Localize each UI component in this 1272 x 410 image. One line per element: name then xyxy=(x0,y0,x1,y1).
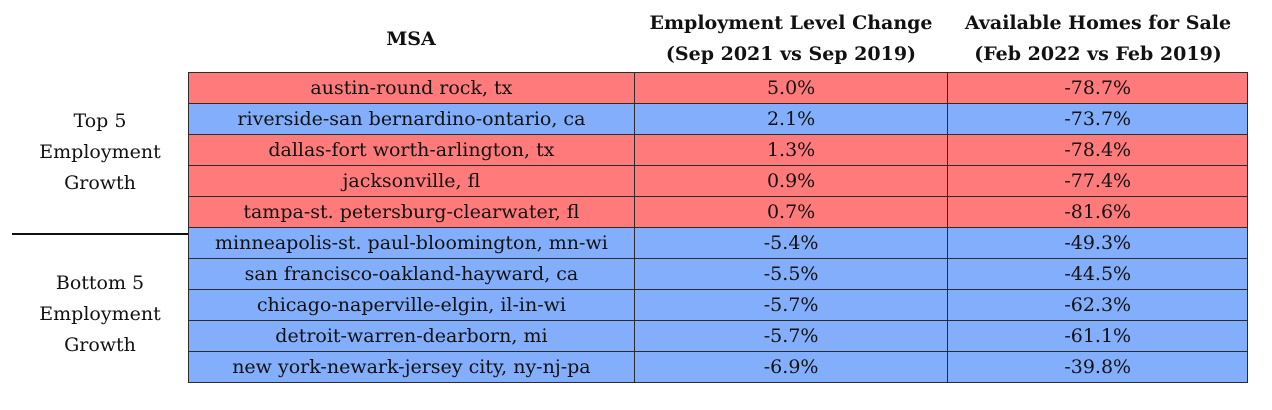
table-header: MSA Employment Level Change (Sep 2021 vs… xyxy=(12,6,1248,72)
cell-employment-change: -5.4% xyxy=(633,227,949,259)
header-homes-for-sale: Available Homes for Sale (Feb 2022 vs Fe… xyxy=(964,12,1232,65)
data-grid: austin-round rock, tx 5.0% -78.7% riverside… xyxy=(188,72,1248,383)
table-row: minneapolis-st. paul-bloomington, mn-wi -… xyxy=(188,227,1248,259)
group-divider xyxy=(12,233,188,235)
group-label-bottom: Bottom 5 Employment Growth xyxy=(12,234,188,395)
cell-employment-change: -5.7% xyxy=(633,320,949,352)
cell-msa: riverside-san bernardino-ontario, ca xyxy=(188,103,635,135)
group-label-top: Top 5 Employment Growth xyxy=(12,72,188,233)
table-row: detroit-warren-dearborn, mi -5.7% -61.1% xyxy=(188,320,1248,352)
group-label-top-text: Top 5 Employment Growth xyxy=(39,110,161,194)
table-row: tampa-st. petersburg-clearwater, fl 0.7% -… xyxy=(188,196,1248,228)
cell-homes-change: -77.4% xyxy=(947,165,1248,197)
cell-msa: san francisco-oakland-hayward, ca xyxy=(188,258,635,290)
cell-homes-change: -62.3% xyxy=(947,289,1248,321)
cell-homes-change: -78.7% xyxy=(947,72,1248,104)
cell-homes-change: -61.1% xyxy=(947,320,1248,352)
cell-homes-change: -81.6% xyxy=(947,196,1248,228)
cell-homes-change: -39.8% xyxy=(947,351,1248,383)
cell-homes-change: -73.7% xyxy=(947,103,1248,135)
cell-msa: chicago-naperville-elgin, il-in-wi xyxy=(188,289,635,321)
cell-employment-change: -5.7% xyxy=(633,289,949,321)
cell-employment-change: 2.1% xyxy=(633,103,949,135)
group-label-bottom-text: Bottom 5 Employment Growth xyxy=(39,272,161,356)
cell-employment-change: -5.5% xyxy=(633,258,949,290)
cell-employment-change: 0.7% xyxy=(633,196,949,228)
cell-homes-change: -78.4% xyxy=(947,134,1248,166)
cell-employment-change: 0.9% xyxy=(633,165,949,197)
table-row: riverside-san bernardino-ontario, ca 2.1%… xyxy=(188,103,1248,135)
cell-msa: detroit-warren-dearborn, mi xyxy=(188,320,635,352)
header-employment-change: Employment Level Change (Sep 2021 vs Sep… xyxy=(649,12,933,65)
table-row: austin-round rock, tx 5.0% -78.7% xyxy=(188,72,1248,104)
cell-msa: minneapolis-st. paul-bloomington, mn-wi xyxy=(188,227,635,259)
table-row: new york-newark-jersey city, ny-nj-pa -6.… xyxy=(188,351,1248,383)
header-msa: MSA xyxy=(386,27,436,50)
table-row: chicago-naperville-elgin, il-in-wi -5.7% -… xyxy=(188,289,1248,321)
table-row: jacksonville, fl 0.9% -77.4% xyxy=(188,165,1248,197)
cell-employment-change: 1.3% xyxy=(633,134,949,166)
cell-homes-change: -44.5% xyxy=(947,258,1248,290)
cell-msa: tampa-st. petersburg-clearwater, fl xyxy=(188,196,635,228)
cell-employment-change: -6.9% xyxy=(633,351,949,383)
cell-employment-change: 5.0% xyxy=(633,72,949,104)
cell-msa: austin-round rock, tx xyxy=(188,72,635,104)
table-row: san francisco-oakland-hayward, ca -5.5% -4… xyxy=(188,258,1248,290)
cell-homes-change: -49.3% xyxy=(947,227,1248,259)
cell-msa: new york-newark-jersey city, ny-nj-pa xyxy=(188,351,635,383)
table-row: dallas-fort worth-arlington, tx 1.3% -78.4… xyxy=(188,134,1248,166)
cell-msa: dallas-fort worth-arlington, tx xyxy=(188,134,635,166)
cell-msa: jacksonville, fl xyxy=(188,165,635,197)
